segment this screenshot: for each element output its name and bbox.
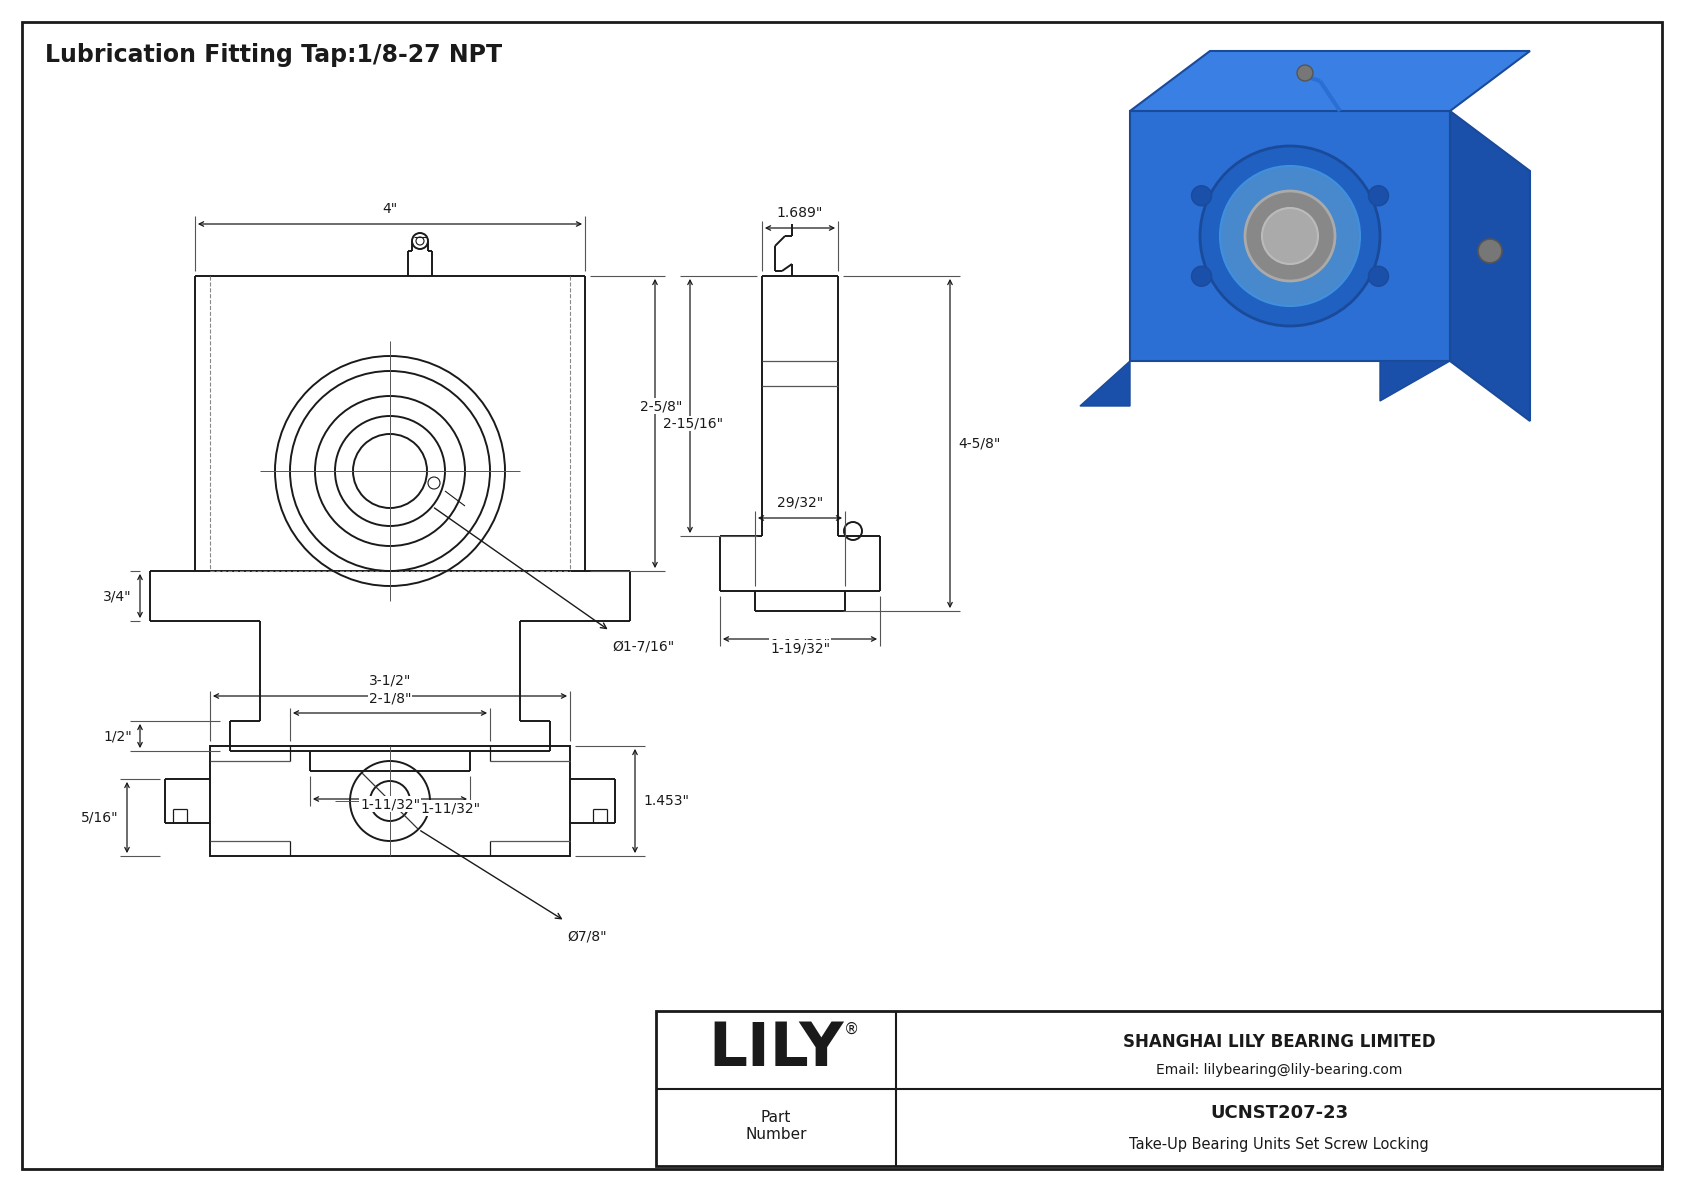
- Text: 5/16": 5/16": [81, 811, 120, 824]
- Circle shape: [1192, 267, 1211, 286]
- Text: ®: ®: [844, 1022, 859, 1037]
- Polygon shape: [1130, 51, 1531, 111]
- Text: 4-5/8": 4-5/8": [958, 436, 1000, 450]
- Text: Take-Up Bearing Units Set Screw Locking: Take-Up Bearing Units Set Screw Locking: [1130, 1136, 1430, 1152]
- Text: 2-1/8": 2-1/8": [369, 691, 411, 705]
- Text: 3/4": 3/4": [103, 590, 131, 603]
- Polygon shape: [1450, 111, 1531, 420]
- Text: Lubrication Fitting Tap:1/8-27 NPT: Lubrication Fitting Tap:1/8-27 NPT: [45, 43, 502, 67]
- Polygon shape: [1079, 361, 1130, 406]
- Text: 1-11/32": 1-11/32": [419, 802, 480, 815]
- Circle shape: [1261, 208, 1319, 264]
- Text: LILY: LILY: [709, 1021, 844, 1079]
- Text: 1/2": 1/2": [103, 729, 131, 743]
- Circle shape: [1369, 186, 1389, 206]
- Text: 1-19/32": 1-19/32": [770, 637, 830, 651]
- Circle shape: [1479, 239, 1502, 263]
- Bar: [210, 746, 569, 856]
- Circle shape: [1244, 191, 1335, 281]
- Text: Part
Number: Part Number: [746, 1110, 807, 1142]
- Text: 4": 4": [382, 202, 397, 216]
- Circle shape: [1201, 146, 1379, 326]
- Text: 1.453": 1.453": [643, 794, 689, 807]
- Polygon shape: [1379, 361, 1450, 401]
- Circle shape: [1219, 166, 1361, 306]
- Text: 3-1/2": 3-1/2": [369, 674, 411, 688]
- Text: SHANGHAI LILY BEARING LIMITED: SHANGHAI LILY BEARING LIMITED: [1123, 1033, 1435, 1050]
- Text: 2-5/8": 2-5/8": [640, 399, 682, 413]
- Text: 1-11/32": 1-11/32": [360, 797, 419, 811]
- Polygon shape: [1130, 111, 1450, 361]
- Bar: [657, 1011, 1662, 1166]
- Text: 1.689": 1.689": [776, 206, 823, 220]
- Text: Ø1-7/16": Ø1-7/16": [611, 640, 674, 653]
- Text: 29/32": 29/32": [776, 495, 823, 510]
- Text: 2-15/16": 2-15/16": [663, 417, 722, 430]
- Circle shape: [1369, 267, 1389, 286]
- Text: Email: lilybearing@lily-bearing.com: Email: lilybearing@lily-bearing.com: [1155, 1062, 1403, 1077]
- Text: UCNST207-23: UCNST207-23: [1209, 1104, 1349, 1122]
- Text: 1-19/32": 1-19/32": [770, 641, 830, 655]
- Circle shape: [1192, 186, 1211, 206]
- Circle shape: [1297, 66, 1314, 81]
- Text: Ø7/8": Ø7/8": [568, 929, 606, 943]
